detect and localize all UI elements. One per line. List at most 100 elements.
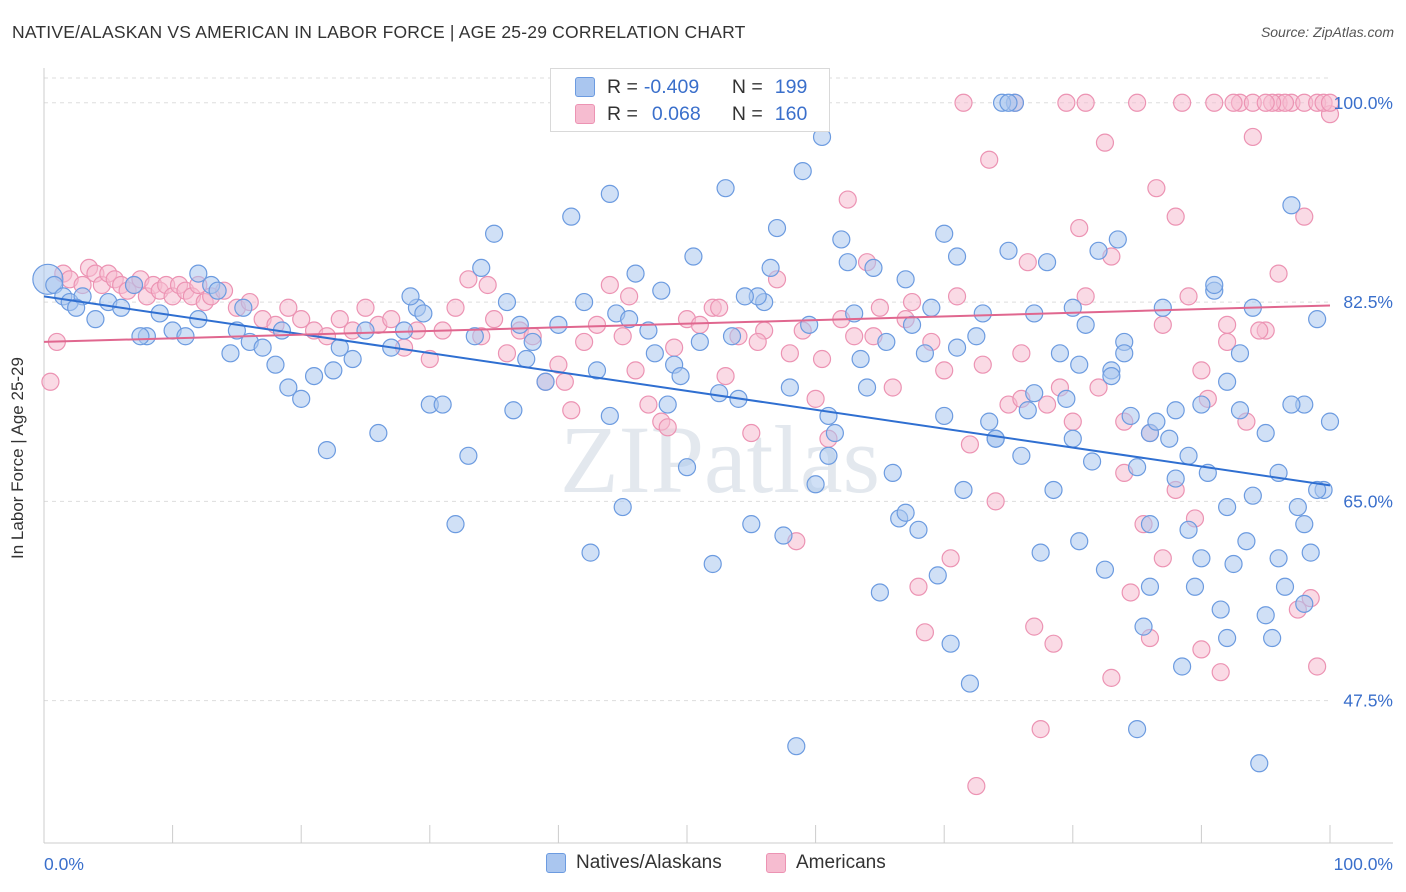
chart-title: NATIVE/ALASKAN VS AMERICAN IN LABOR FORC… xyxy=(12,22,746,42)
native-point xyxy=(896,503,915,522)
american-point xyxy=(710,298,729,317)
american-point xyxy=(382,310,401,329)
native-point xyxy=(722,327,742,346)
native-point xyxy=(1057,389,1076,408)
american-point xyxy=(562,401,581,420)
native-point xyxy=(832,230,851,249)
native-point xyxy=(324,361,343,380)
native-point xyxy=(131,327,150,346)
native-point xyxy=(1115,344,1134,363)
american-point xyxy=(600,275,619,295)
native-point xyxy=(1037,253,1057,272)
native-point xyxy=(710,384,729,403)
american-point xyxy=(1127,93,1147,112)
native-point xyxy=(1295,515,1314,534)
native-point xyxy=(1050,344,1070,363)
native-point xyxy=(1218,497,1237,517)
american-point xyxy=(960,435,980,454)
native-point xyxy=(857,378,877,397)
american-point xyxy=(1102,668,1121,687)
native-point xyxy=(292,389,311,408)
native-point xyxy=(902,315,922,334)
legend-row-americans: R = 0.068 N = 160 xyxy=(575,101,807,127)
american-point xyxy=(1153,549,1172,568)
american-point xyxy=(1269,264,1288,283)
native-point xyxy=(806,475,825,494)
native-point xyxy=(877,332,896,352)
native-point xyxy=(549,315,568,334)
native-point xyxy=(1070,532,1089,551)
american-point xyxy=(986,492,1005,511)
american-point xyxy=(941,549,960,568)
native-point xyxy=(652,281,671,300)
american-point xyxy=(1179,287,1198,306)
native-point xyxy=(851,349,870,369)
native-point xyxy=(1134,617,1153,636)
american-point xyxy=(292,310,311,329)
native-point xyxy=(1127,720,1147,739)
american-point xyxy=(716,366,735,386)
americans-r-value: 0.068 xyxy=(651,102,701,125)
native-point xyxy=(690,332,709,352)
native-point xyxy=(716,179,735,198)
native-point xyxy=(1256,423,1275,443)
native-point xyxy=(1063,429,1082,448)
native-point xyxy=(1243,486,1262,505)
american-point xyxy=(1147,179,1166,198)
native-point xyxy=(600,184,619,203)
native-point xyxy=(1127,458,1147,477)
american-point xyxy=(356,298,375,317)
native-point xyxy=(793,162,812,181)
native-point xyxy=(999,93,1018,112)
native-point xyxy=(1012,446,1031,465)
native-point xyxy=(1308,480,1327,500)
american-point xyxy=(1037,395,1057,414)
native-point xyxy=(999,241,1018,260)
native-point xyxy=(304,366,324,386)
native-point xyxy=(980,412,999,431)
natives-legend-label: Natives/Alaskans xyxy=(576,852,722,873)
american-point xyxy=(1044,634,1063,653)
native-point xyxy=(504,401,523,420)
native-point xyxy=(536,372,555,391)
americans-legend-label: Americans xyxy=(796,852,886,873)
native-point xyxy=(1269,549,1288,568)
native-point xyxy=(1282,196,1301,215)
american-point xyxy=(980,150,999,169)
native-point xyxy=(677,458,697,477)
native-point xyxy=(1237,532,1256,551)
native-point xyxy=(967,327,986,346)
native-point xyxy=(1282,395,1301,414)
americans-r-label: R = xyxy=(607,102,638,125)
bottom-legend-natives: Natives/Alaskans xyxy=(546,852,722,874)
y-tick-label: 100.0% xyxy=(1334,93,1393,113)
native-point xyxy=(234,298,253,317)
native-point xyxy=(915,344,935,363)
native-point xyxy=(1173,657,1192,676)
native-point xyxy=(86,310,105,329)
american-point xyxy=(1121,583,1140,602)
native-point xyxy=(1179,520,1198,539)
native-point xyxy=(761,258,780,278)
native-point xyxy=(1218,628,1237,648)
american-point xyxy=(41,372,60,391)
native-point xyxy=(343,349,362,369)
american-point xyxy=(973,355,992,374)
native-point xyxy=(600,406,619,426)
trend-lines xyxy=(43,295,1331,487)
native-point xyxy=(1256,606,1275,625)
american-point xyxy=(478,275,497,295)
native-point xyxy=(1070,355,1089,374)
american-point xyxy=(279,298,298,317)
americans-n-label: N = xyxy=(731,102,763,125)
native-point xyxy=(838,253,857,272)
native-point xyxy=(1263,628,1282,648)
native-point xyxy=(703,554,722,574)
native-point xyxy=(517,349,536,369)
american-point xyxy=(587,315,607,334)
native-point xyxy=(1140,515,1160,534)
native-point xyxy=(1147,412,1166,431)
american-point xyxy=(1295,207,1314,226)
native-point xyxy=(67,298,86,317)
native-point xyxy=(124,275,144,295)
